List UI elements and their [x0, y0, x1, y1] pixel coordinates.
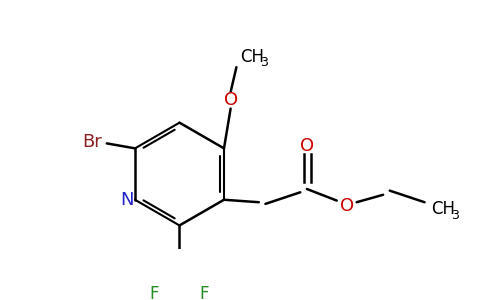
Text: CH: CH	[431, 200, 455, 218]
Text: N: N	[120, 191, 134, 209]
Text: Br: Br	[82, 133, 102, 151]
Text: O: O	[340, 196, 354, 214]
Text: F: F	[150, 285, 159, 300]
Text: F: F	[199, 285, 209, 300]
Text: 3: 3	[451, 209, 459, 222]
Text: O: O	[300, 137, 314, 155]
Text: O: O	[224, 91, 238, 109]
Text: CH: CH	[241, 48, 265, 66]
Text: 3: 3	[260, 56, 268, 69]
